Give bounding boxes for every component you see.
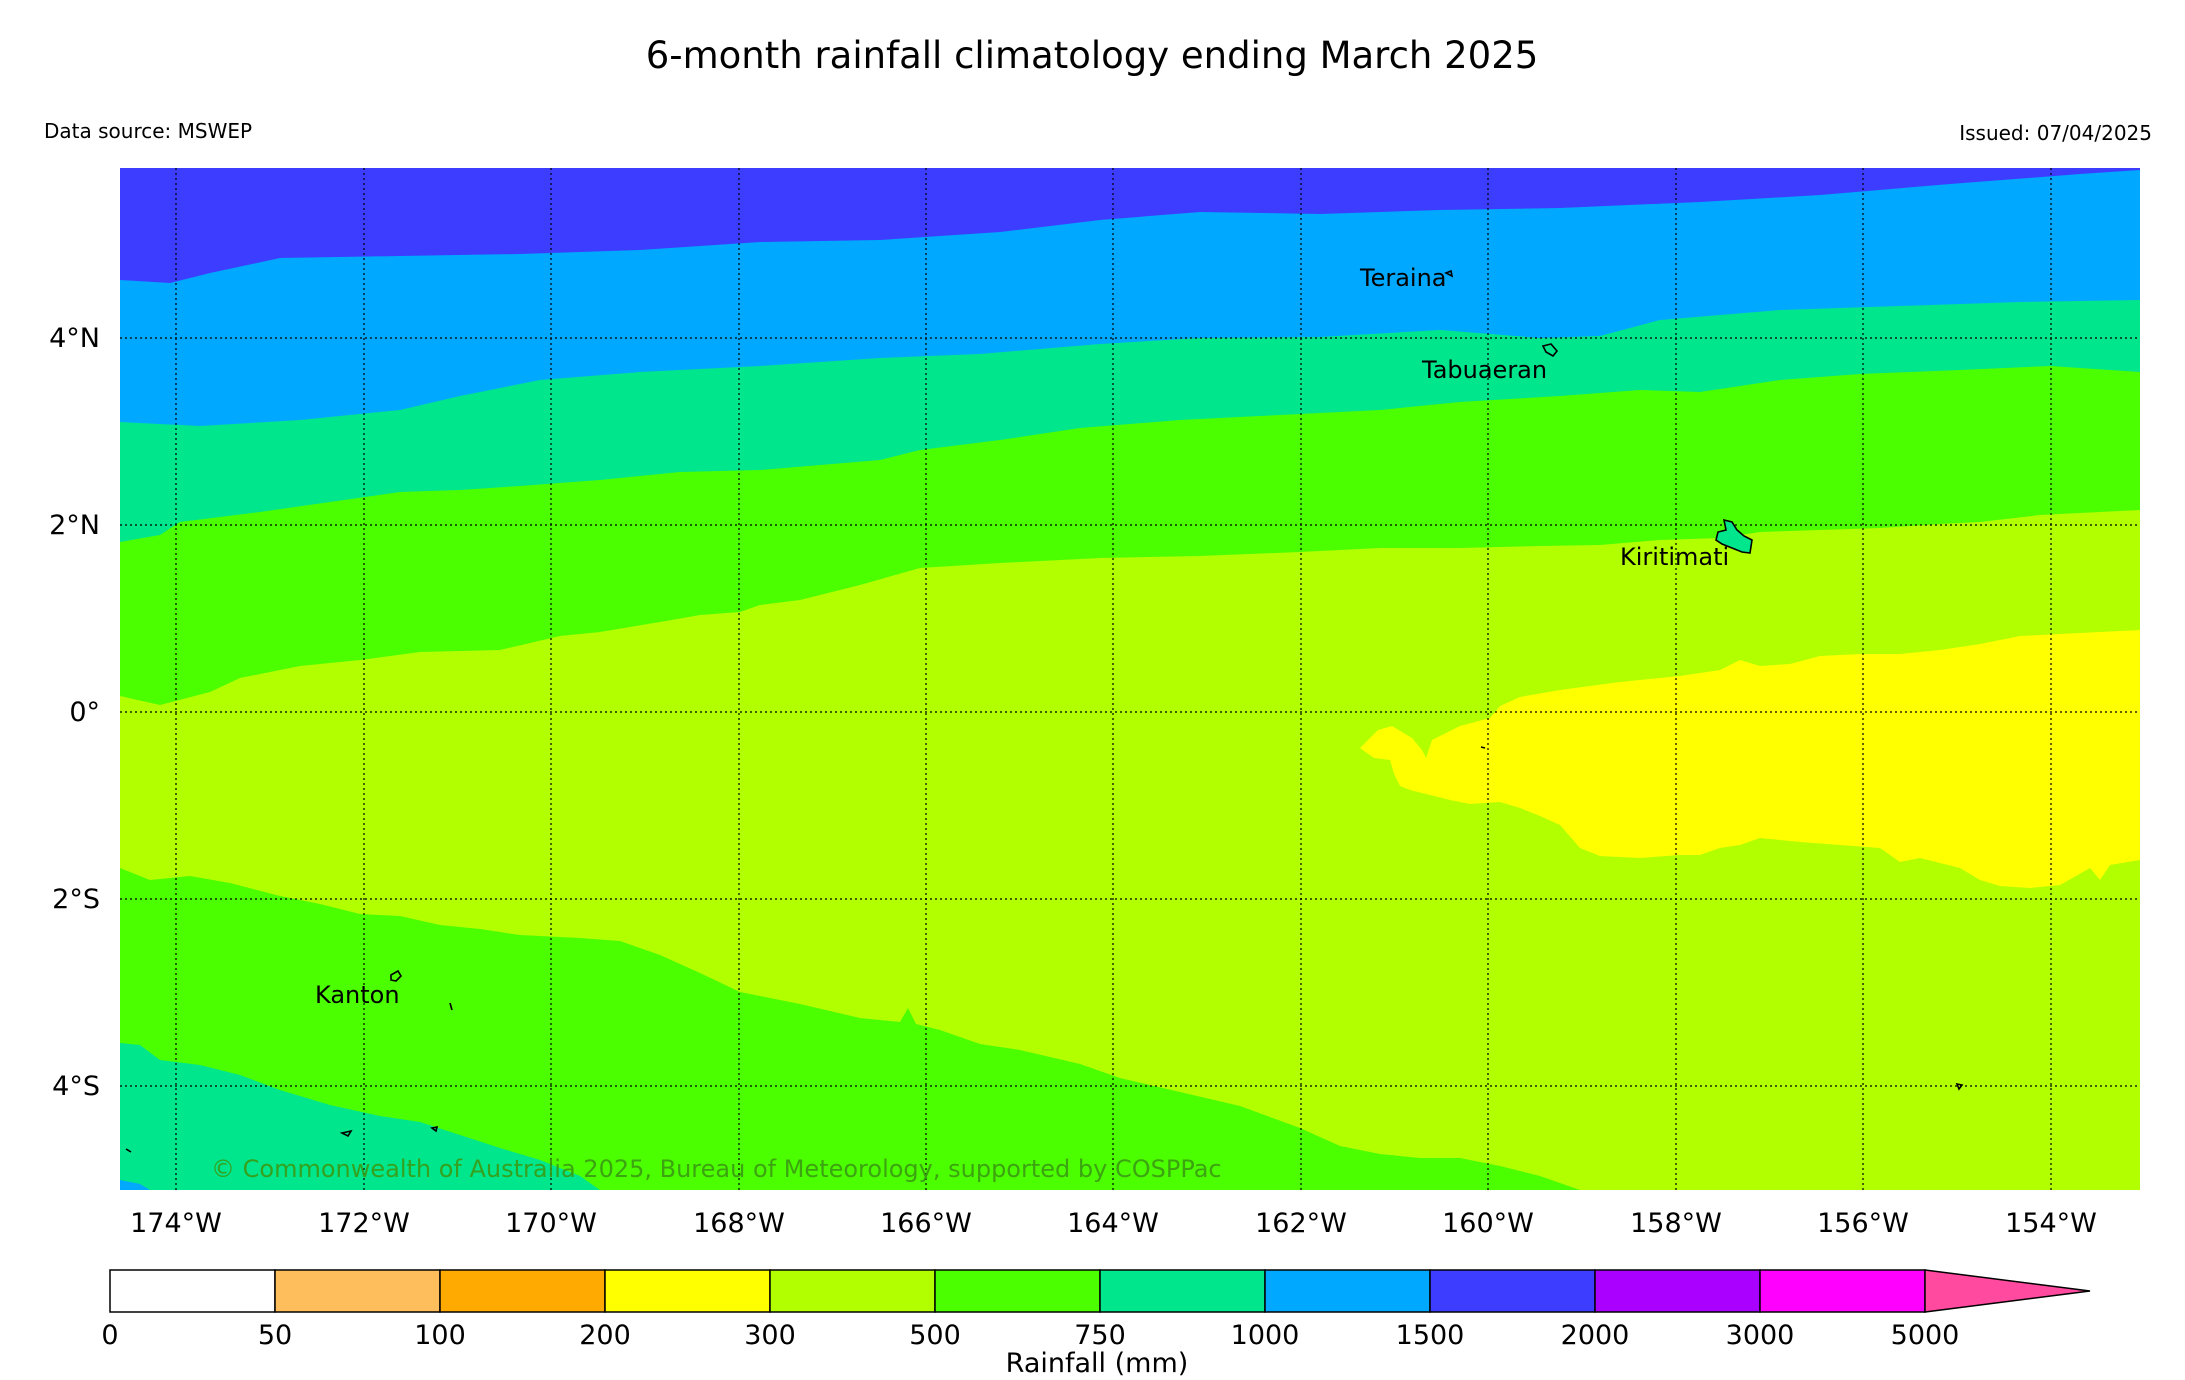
colorbar-segment-50-100	[274, 1269, 441, 1313]
colorbar-segment-2000-3000	[1594, 1269, 1761, 1313]
longitude-labels: 174°W 172°W 170°W 168°W 166°W 164°W 162°…	[130, 1208, 2097, 1239]
lat-label-0: 0°	[69, 697, 100, 728]
colorbar-tick-label: 100	[414, 1320, 466, 1351]
colorbar-segment-3000-5000	[1759, 1269, 1926, 1313]
colorbar-segment-1000-1500	[1264, 1269, 1431, 1313]
lon-label-156w: 156°W	[1817, 1208, 1909, 1239]
kanton-island	[390, 969, 403, 982]
lon-label-158w: 158°W	[1630, 1208, 1722, 1239]
band-1000-1500-corner	[120, 1180, 150, 1190]
colorbar-segment-300-500	[769, 1269, 936, 1313]
colorbar-legend: 0 50 100 200 300 500 750 1000 1500 2000 3000 5000	[101, 1269, 2091, 1351]
lon-label-166w: 166°W	[880, 1208, 972, 1239]
place-label-teraina: Teraina	[1359, 264, 1447, 292]
kiritimati-island	[1715, 518, 1753, 554]
colorbar-tick-label: 5000	[1891, 1320, 1960, 1351]
colorbar-segment-1500-2000	[1429, 1269, 1596, 1313]
lon-label-164w: 164°W	[1067, 1208, 1159, 1239]
colorbar-tick-label: 50	[258, 1320, 292, 1351]
colorbar-segment-100-200	[439, 1269, 606, 1313]
place-label-kanton: Kanton	[315, 981, 400, 1009]
lon-label-162w: 162°W	[1255, 1208, 1347, 1239]
lat-label-2n: 2°N	[49, 510, 100, 541]
colorbar-tick-label: 300	[744, 1320, 796, 1351]
islet-3	[430, 1125, 439, 1133]
colorbar-segment-0-50	[109, 1269, 276, 1313]
islet-6	[1480, 746, 1486, 749]
colorbar-tick-label: 500	[909, 1320, 961, 1351]
islet-4	[125, 1148, 132, 1153]
rainfall-map-area: Teraina Tabuaeran Kiritimati Kanton © Co…	[120, 168, 2140, 1190]
island-outlines	[125, 269, 1964, 1153]
colorbar-tick-label: 1000	[1231, 1320, 1300, 1351]
latitude-labels: 4°N 2°N 0° 2°S 4°S	[49, 323, 100, 1102]
colorbar-tick-label: 750	[1074, 1320, 1126, 1351]
data-source-label: Data source: MSWEP	[44, 119, 252, 143]
issued-date-label: Issued: 07/04/2025	[1959, 121, 2152, 145]
colorbar-tick-label: 0	[101, 1320, 118, 1351]
islet-5	[1955, 1082, 1964, 1091]
lat-label-2s: 2°S	[52, 884, 100, 915]
lat-label-4s: 4°S	[52, 1071, 100, 1102]
lon-label-174w: 174°W	[130, 1208, 222, 1239]
colorbar-tick-label: 1500	[1396, 1320, 1465, 1351]
map-title: 6-month rainfall climatology ending Marc…	[646, 34, 1539, 77]
teraina-island	[1444, 269, 1454, 278]
tabuaeran-island	[1541, 343, 1559, 358]
band-500-750-south	[120, 868, 1580, 1190]
islet-2	[339, 1129, 353, 1138]
band-750-1000-south	[120, 1043, 600, 1190]
gridlines	[120, 168, 2140, 1190]
colorbar-tick-label: 2000	[1561, 1320, 1630, 1351]
lat-label-4n: 4°N	[49, 323, 100, 354]
colorbar-segment-750-1000	[1099, 1269, 1266, 1313]
lon-label-170w: 170°W	[505, 1208, 597, 1239]
colorbar-tick-label: 3000	[1726, 1320, 1795, 1351]
place-label-tabuaeran: Tabuaeran	[1421, 356, 1547, 384]
colorbar-segment-200-300	[604, 1269, 771, 1313]
lon-label-168w: 168°W	[693, 1208, 785, 1239]
colorbar-extension-arrow	[1924, 1269, 2091, 1313]
lon-label-160w: 160°W	[1442, 1208, 1534, 1239]
band-200-300	[1360, 630, 2140, 888]
islet-1	[449, 1002, 453, 1011]
colorbar-tick-label: 200	[579, 1320, 631, 1351]
lon-label-154w: 154°W	[2005, 1208, 2097, 1239]
colorbar-axis-label: Rainfall (mm)	[1006, 1348, 1189, 1379]
copyright-notice: © Commonwealth of Australia 2025, Bureau…	[211, 1155, 1222, 1183]
place-label-kiritimati: Kiritimati	[1620, 543, 1729, 571]
lon-label-172w: 172°W	[318, 1208, 410, 1239]
colorbar-segment-500-750	[934, 1269, 1101, 1313]
